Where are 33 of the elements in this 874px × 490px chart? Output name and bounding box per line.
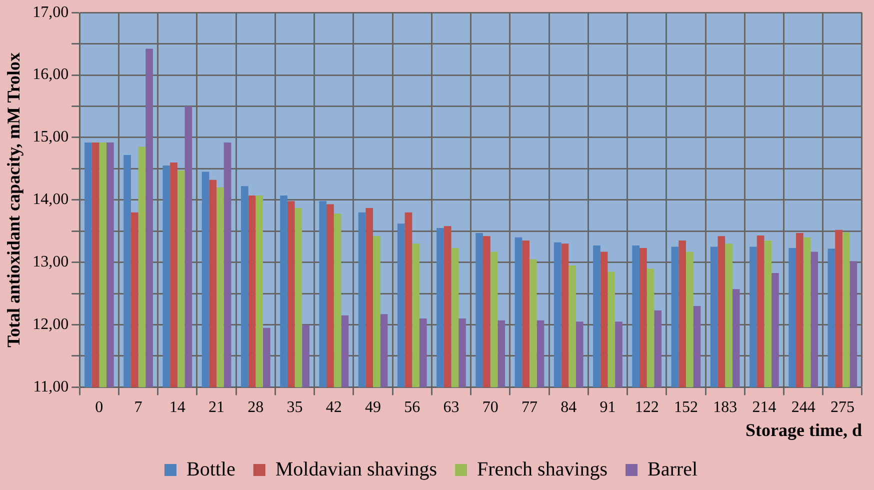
x-tick-label: 70: [482, 399, 498, 416]
x-tick-label: 152: [674, 399, 698, 416]
y-tick-label: 14,00: [32, 191, 69, 208]
y-tick-label: 12,00: [32, 316, 69, 333]
x-tick-label: 77: [521, 399, 538, 416]
x-tick-label: 214: [752, 399, 776, 416]
x-tick-label: 7: [134, 399, 142, 416]
y-axis-title: Total antioxidant capacity, mM Trolox: [3, 52, 24, 348]
y-tick-label: 15,00: [32, 128, 69, 146]
x-tick-label: 28: [248, 399, 264, 416]
y-tick-label: 17,00: [32, 4, 69, 21]
x-tick-label: 42: [326, 399, 342, 416]
x-axis-title: Storage time, d: [746, 420, 862, 440]
y-tick-label: 13,00: [32, 254, 69, 271]
x-tick-label: 49: [365, 399, 381, 416]
legend-label: Moldavian shavings: [275, 458, 438, 480]
x-tick-label: 91: [600, 399, 616, 416]
y-tick-label: 11,00: [33, 378, 69, 396]
x-tick-label: 183: [713, 399, 738, 416]
y-tick-label: 16,00: [32, 66, 69, 84]
legend-label: Bottle: [186, 458, 236, 480]
x-tick-label: 275: [830, 399, 854, 416]
x-tick-label: 14: [169, 399, 186, 416]
x-tick-label: 84: [560, 399, 577, 416]
x-tick-label: 122: [634, 399, 659, 416]
x-tick-label: 56: [404, 399, 420, 416]
x-tick-label: 21: [208, 399, 225, 416]
x-tick-label: 244: [791, 399, 816, 416]
x-tick-label: 35: [286, 399, 303, 416]
legend-label: French shavings: [477, 458, 608, 480]
x-tick-label: 0: [95, 399, 104, 416]
x-tick-label: 63: [443, 399, 460, 416]
legend-label: Barrel: [648, 458, 698, 480]
